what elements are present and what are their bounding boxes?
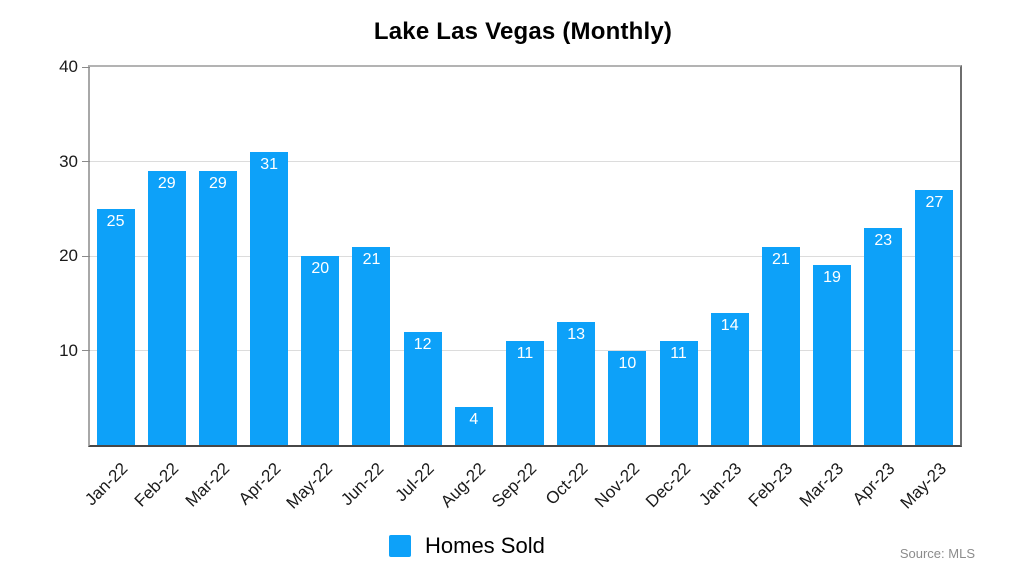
x-axis-label: Jan-22 [80,459,132,510]
x-axis-label: May-22 [282,459,336,513]
bar: 25 [96,208,135,445]
y-tick [82,66,90,68]
bar: 29 [198,170,237,445]
bar-value-label: 14 [720,316,739,334]
bar: 29 [147,170,186,445]
x-axis-label: Nov-22 [590,459,643,512]
x-axis-label: Apr-23 [849,459,899,509]
x-axis-label: Aug-22 [437,459,490,512]
bar-value-label: 27 [925,193,944,211]
x-axis-label: Sep-22 [488,459,541,512]
bar: 21 [352,246,391,445]
x-axis-label: May-23 [896,459,950,513]
legend-label: Homes Sold [425,533,545,558]
y-tick [82,350,90,351]
bar-value-label: 11 [516,345,534,363]
bar-value-label: 29 [157,174,176,192]
legend: Homes Sold [389,533,545,559]
bar: 23 [864,227,903,445]
bar-value-label: 12 [413,335,432,353]
bar-value-label: 31 [260,156,278,174]
bar-value-label: 19 [823,269,841,287]
bar: 10 [608,350,647,445]
y-axis-label: 40 [59,57,78,76]
bar: 27 [915,189,954,445]
bar-value-label: 21 [362,250,381,268]
bar: 11 [659,341,698,445]
bar-value-label: 25 [106,212,125,230]
x-axis-label: Mar-23 [795,459,848,511]
bar-value-label: 21 [771,250,790,268]
bar: 21 [761,246,800,445]
y-tick [82,255,90,257]
bar: 20 [301,256,340,445]
x-axis-label: Jan-23 [694,459,746,510]
legend-swatch [389,535,411,557]
y-axis-label: 30 [59,151,78,171]
bar-value-label: 29 [209,174,227,192]
x-axis-label: Oct-22 [542,459,592,509]
source-note: Source: MLS [899,546,975,561]
x-axis-label: Mar-22 [181,459,234,511]
bar-value-label: 4 [469,411,479,429]
bar: 31 [250,152,289,445]
x-axis-label: Dec-22 [641,459,694,512]
bar: 12 [403,331,442,445]
x-axis-label: Feb-22 [130,459,183,511]
chart-title: Lake Las Vegas (Monthly) [373,18,673,45]
y-axis-label: 10 [59,340,78,360]
bar: 13 [557,322,596,445]
bar-value-label: 10 [618,354,637,372]
gridline [90,161,960,162]
bar-value-label: 20 [311,260,330,277]
gridline [90,255,960,257]
x-axis-label: Jul-22 [391,459,439,506]
x-axis-label: Feb-23 [744,459,797,511]
bar-value-label: 23 [874,231,893,249]
bar: 14 [710,312,749,445]
x-axis-label: Jun-22 [336,459,387,510]
bar: 11 [506,341,544,445]
bar: 19 [813,265,852,445]
y-axis-label: 20 [59,246,78,265]
bar: 4 [454,407,493,445]
y-tick [82,161,90,162]
bar-value-label: 11 [670,345,687,363]
bar-value-label: 13 [567,326,586,344]
x-axis-label: Apr-22 [235,459,285,509]
plot-area: 10 20 30 40 25 Jan-22 29 Feb-22 29 Mar-22 31 Apr-22… [59,58,962,513]
